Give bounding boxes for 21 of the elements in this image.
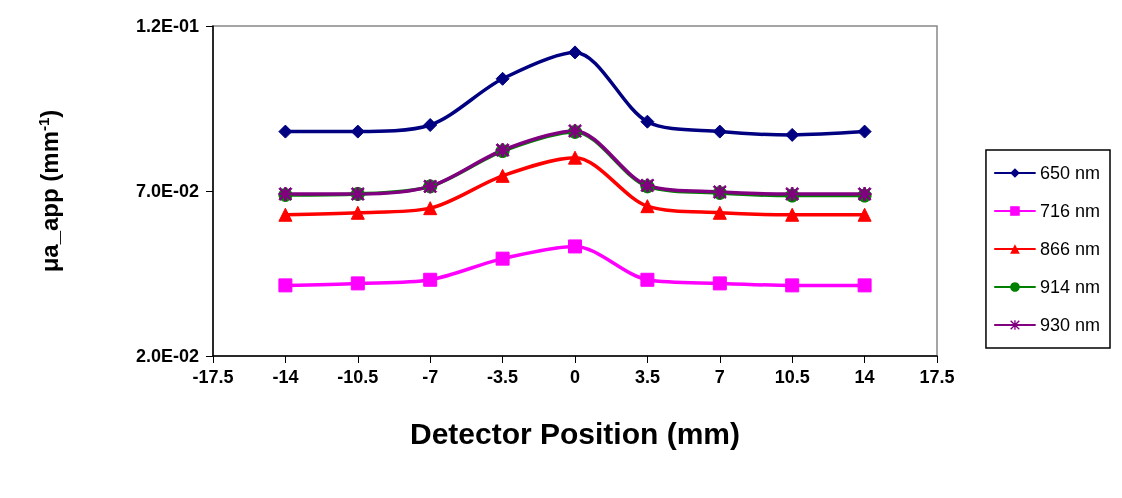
legend-label: 914 nm — [1039, 277, 1101, 297]
y-axis-title: μa_app (mm-1) — [35, 109, 63, 273]
legend-label: 716 nm — [1039, 201, 1101, 221]
legend-label: 650 nm — [1039, 163, 1101, 183]
x-tick-label: -14 — [272, 367, 299, 387]
x-tick-label: 14 — [854, 367, 875, 387]
x-tick-label: -17.5 — [192, 367, 234, 387]
x-tick-label: 3.5 — [634, 367, 660, 387]
x-tick-label: -7 — [422, 367, 439, 387]
x-axis-title: Detector Position (mm) — [409, 416, 741, 450]
y-tick-label: 2.0E-02 — [135, 346, 199, 366]
y-tick-label: 7.0E-02 — [135, 181, 199, 201]
x-tick-label: 0 — [569, 367, 581, 387]
legend-label: 930 nm — [1039, 315, 1101, 335]
x-tick-label: -10.5 — [337, 367, 379, 387]
x-tick-label: 7 — [714, 367, 725, 387]
x-tick-label: 10.5 — [774, 367, 810, 387]
x-tick-label: 17.5 — [919, 367, 955, 387]
legend-label: 866 nm — [1039, 239, 1101, 259]
x-tick-label: -3.5 — [487, 367, 519, 387]
y-tick-label: 1.2E-01 — [135, 16, 199, 36]
